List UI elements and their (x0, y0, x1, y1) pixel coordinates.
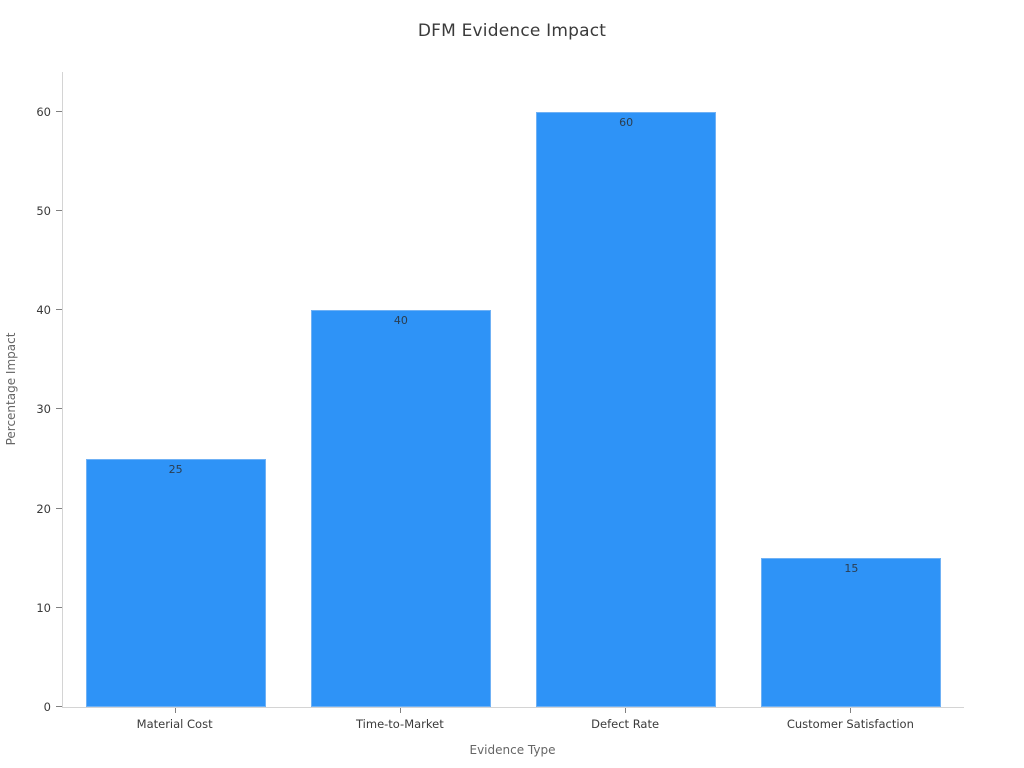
chart-title: DFM Evidence Impact (417, 21, 607, 41)
x-axis-label: Evidence Type (469, 743, 556, 757)
x-tick-mark (174, 708, 176, 713)
bars-layer: 25 40 60 15 (63, 72, 964, 707)
plot-area: 25 40 60 15 (62, 72, 964, 708)
x-tick: Time-to-Market (287, 708, 512, 738)
y-tick-label: 40 (36, 303, 51, 318)
y-tick-mark (56, 408, 62, 410)
y-tick-mark (56, 209, 62, 211)
y-tick-mark (56, 606, 62, 608)
x-axis: Material Cost Time-to-Market Defect Rate Cu… (62, 708, 963, 738)
bar-value-label: 60 (619, 115, 634, 129)
x-tick: Defect Rate (513, 708, 738, 738)
y-tick-mark (56, 507, 62, 509)
bar-value-label: 25 (168, 462, 183, 476)
y-tick-mark (56, 706, 62, 707)
bar: 60 (536, 111, 717, 707)
x-tick: Material Cost (62, 708, 287, 738)
y-tick-mark (56, 309, 62, 311)
y-tick-label: 50 (36, 203, 51, 218)
bar: 25 (85, 458, 266, 707)
y-tick-label: 30 (36, 402, 51, 417)
bar-value-label: 40 (393, 314, 408, 328)
y-tick-label: 20 (36, 501, 51, 516)
bar-slot: 25 (63, 72, 288, 707)
x-tick: Customer Satisfaction (738, 708, 963, 738)
bar: 15 (761, 558, 942, 707)
bar-slot: 40 (288, 72, 513, 707)
x-tick-label: Defect Rate (591, 717, 660, 731)
bar-slot: 15 (739, 72, 964, 707)
y-axis: 0 10 20 30 40 50 60 (0, 72, 62, 714)
x-tick-mark (625, 708, 627, 713)
x-tick-label: Time-to-Market (356, 717, 444, 731)
x-tick-mark (850, 708, 852, 713)
bar-slot: 60 (514, 72, 739, 707)
y-tick-label: 0 (43, 700, 51, 714)
x-tick-label: Material Cost (136, 717, 213, 731)
bar-value-label: 15 (844, 562, 859, 576)
y-tick-mark (56, 110, 62, 112)
x-tick-label: Customer Satisfaction (786, 717, 914, 731)
y-tick-label: 60 (36, 104, 51, 119)
x-tick-mark (399, 708, 401, 713)
y-tick-label: 10 (36, 600, 51, 615)
bar: 40 (310, 310, 491, 707)
